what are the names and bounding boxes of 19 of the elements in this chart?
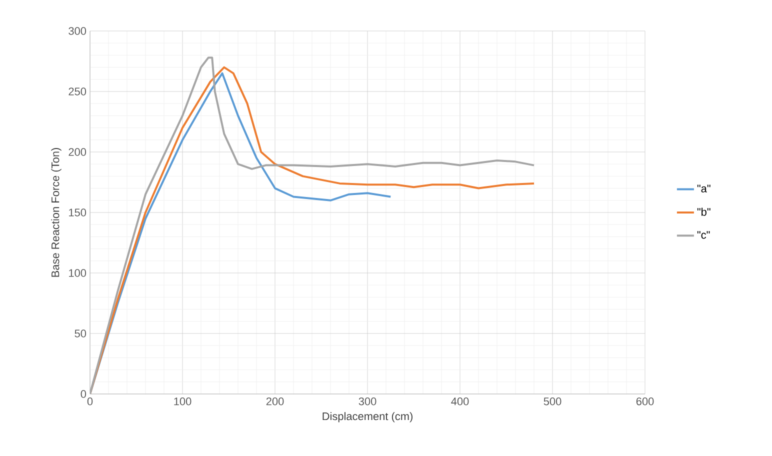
x-tick-label: 500 xyxy=(544,398,562,406)
y-tick-label: 100 xyxy=(69,269,86,277)
y-tick-label: 0 xyxy=(80,390,86,398)
x-tick-label: 100 xyxy=(174,398,192,406)
x-tick-label: 200 xyxy=(266,398,284,406)
y-tick-label: 150 xyxy=(69,208,86,216)
x-tick-label: 300 xyxy=(358,398,376,406)
x-tick-label: 0 xyxy=(87,398,93,406)
x-tick-label: 400 xyxy=(451,398,469,406)
legend-label: "b" xyxy=(697,208,710,216)
x-tick-label: 600 xyxy=(636,398,654,406)
y-axis-title: Base Reaction Force (Ton) xyxy=(51,148,62,277)
y-tick-label: 200 xyxy=(68,148,86,156)
y-tick-label: 250 xyxy=(68,88,86,96)
legend-label: "a" xyxy=(697,184,710,192)
y-tick-label: 50 xyxy=(74,330,86,338)
y-tick-label: 300 xyxy=(68,27,86,35)
legend-label: "c" xyxy=(697,231,710,239)
x-axis-title: Displacement (cm) xyxy=(322,412,412,422)
